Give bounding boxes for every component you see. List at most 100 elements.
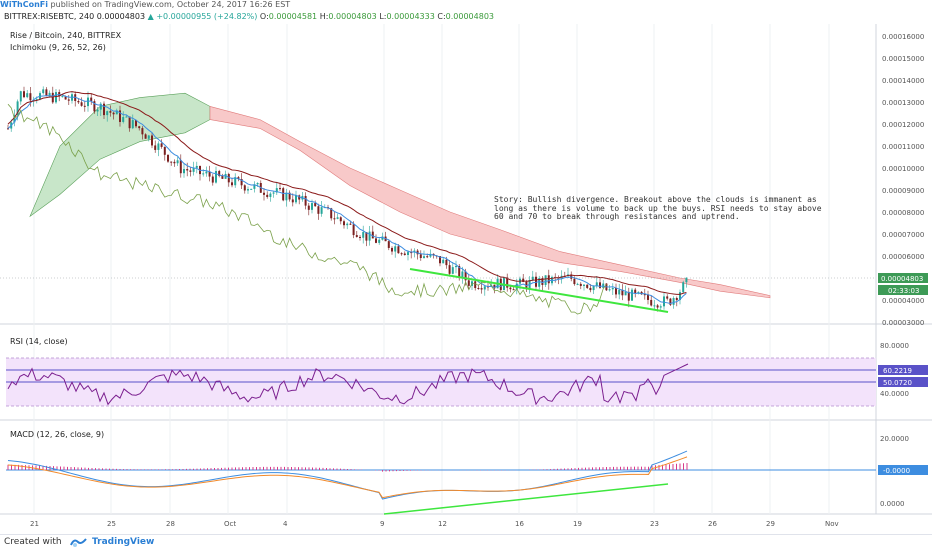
chart-svg[interactable]: Rise / Bitcoin, 240, BITTREX Ichimoku (9…: [0, 24, 932, 534]
candle-body: [634, 289, 637, 293]
candle-body: [589, 287, 592, 291]
candle-body: [173, 161, 176, 164]
candle-body: [439, 256, 441, 264]
last-price-tag-bg: [878, 273, 928, 283]
candle-body: [576, 283, 579, 285]
candle-body: [29, 93, 32, 101]
low-label: L:: [379, 12, 387, 21]
main-pane[interactable]: [0, 24, 876, 324]
candle-body: [659, 306, 662, 308]
candle-body: [349, 223, 352, 225]
candle-body: [205, 171, 208, 174]
published-bar: WiThConFi published on TradingView.com, …: [0, 0, 932, 10]
candle-body: [141, 128, 144, 135]
price-tick-label: 0.00016000: [882, 33, 924, 41]
candle-body: [23, 91, 25, 98]
time-tick-label: 12: [438, 520, 447, 528]
macd-tag: -0.0000: [883, 467, 910, 475]
candle-body: [45, 89, 48, 96]
candle-body: [426, 256, 429, 258]
time-axis[interactable]: 21 25 28 Oct 4 9 12 16 19 23 26 29 Nov: [30, 520, 839, 528]
candle-body: [371, 231, 374, 239]
candle-body: [243, 185, 246, 191]
candle-body: [672, 298, 675, 305]
candle-body: [346, 223, 349, 226]
price-tick-label: 0.00015000: [882, 55, 924, 63]
chart-area[interactable]: Rise / Bitcoin, 240, BITTREX Ichimoku (9…: [0, 24, 932, 534]
macd-tick-0: 0.0000: [880, 500, 905, 508]
candle-body: [522, 278, 525, 282]
rsi-legend: RSI (14, close): [10, 337, 68, 346]
candle-body: [445, 259, 448, 266]
tradingview-logo-icon: [70, 538, 87, 547]
time-tick-label: 9: [380, 520, 384, 528]
candle-body: [375, 238, 377, 243]
candle-body: [263, 192, 265, 195]
candle-body: [7, 128, 9, 130]
close-label: C:: [437, 12, 446, 21]
price-divergence-trendline[interactable]: [409, 268, 669, 313]
candle-body: [669, 298, 672, 305]
tradingview-brand-link[interactable]: TradingView: [92, 537, 155, 547]
candle-body: [272, 192, 275, 194]
candle-body: [253, 184, 256, 189]
candle-body: [480, 288, 483, 290]
candle-body: [186, 169, 189, 171]
candle-body: [179, 160, 182, 174]
candle-body: [163, 146, 166, 155]
macd-line: [7, 450, 688, 500]
candle-body: [477, 288, 480, 290]
story-annotation[interactable]: Story: Bullish divergence. Breakout abov…: [494, 196, 824, 236]
main-pane-title: Rise / Bitcoin, 240, BITTREX: [10, 31, 122, 40]
symbol-name[interactable]: BITTREX:RISEBTC, 240: [4, 12, 95, 21]
macd-divergence-trendline[interactable]: [383, 483, 669, 515]
candle-body: [359, 236, 361, 238]
candle-body: [96, 109, 99, 112]
candle-body: [394, 246, 397, 252]
candle-body: [99, 103, 102, 110]
price-tick-label: 0.00014000: [882, 77, 924, 85]
candle-body: [592, 285, 595, 291]
candle-body: [231, 182, 233, 186]
candle-body: [531, 276, 534, 280]
candle-body: [77, 100, 80, 103]
candle-body: [125, 116, 128, 118]
candle-body: [621, 289, 624, 296]
candle-body: [215, 171, 217, 183]
rsi-tag-1: 60.2219: [883, 367, 912, 375]
candle-body: [112, 112, 115, 115]
candle-body: [429, 253, 432, 257]
candle-body: [304, 195, 307, 206]
candle-body: [679, 292, 681, 301]
candle-body: [599, 282, 601, 288]
time-tick-label: 21: [30, 520, 39, 528]
candle-body: [547, 275, 550, 284]
candle-body: [83, 105, 86, 107]
candle-body: [451, 267, 454, 274]
candle-body: [26, 93, 29, 98]
candle-body: [208, 171, 211, 177]
candle-body: [407, 252, 409, 255]
candle-body: [365, 232, 368, 241]
high-value: 0.00004803: [328, 12, 377, 21]
candle-body: [151, 135, 153, 146]
candle-body: [368, 231, 371, 241]
candle-body: [595, 282, 598, 286]
candle-body: [666, 296, 669, 299]
candle-body: [19, 91, 22, 102]
candle-body: [663, 296, 665, 307]
time-tick-label: 23: [650, 520, 659, 528]
last-price-tag: 0.00004803: [881, 275, 923, 283]
candle-body: [240, 178, 243, 186]
rsi-tick-80: 80.0000: [880, 342, 909, 350]
candle-body: [631, 289, 633, 301]
candle-body: [295, 195, 297, 203]
high-label: H:: [319, 12, 329, 21]
candle-body: [64, 96, 67, 100]
price-axis[interactable]: 0.00016000 0.00015000 0.00014000 0.00013000…: [882, 33, 924, 327]
candle-body: [135, 120, 137, 127]
candle-body: [579, 283, 582, 286]
candle-body: [573, 278, 576, 285]
author-link[interactable]: WiThConFi: [0, 0, 48, 9]
candle-body: [285, 192, 288, 201]
